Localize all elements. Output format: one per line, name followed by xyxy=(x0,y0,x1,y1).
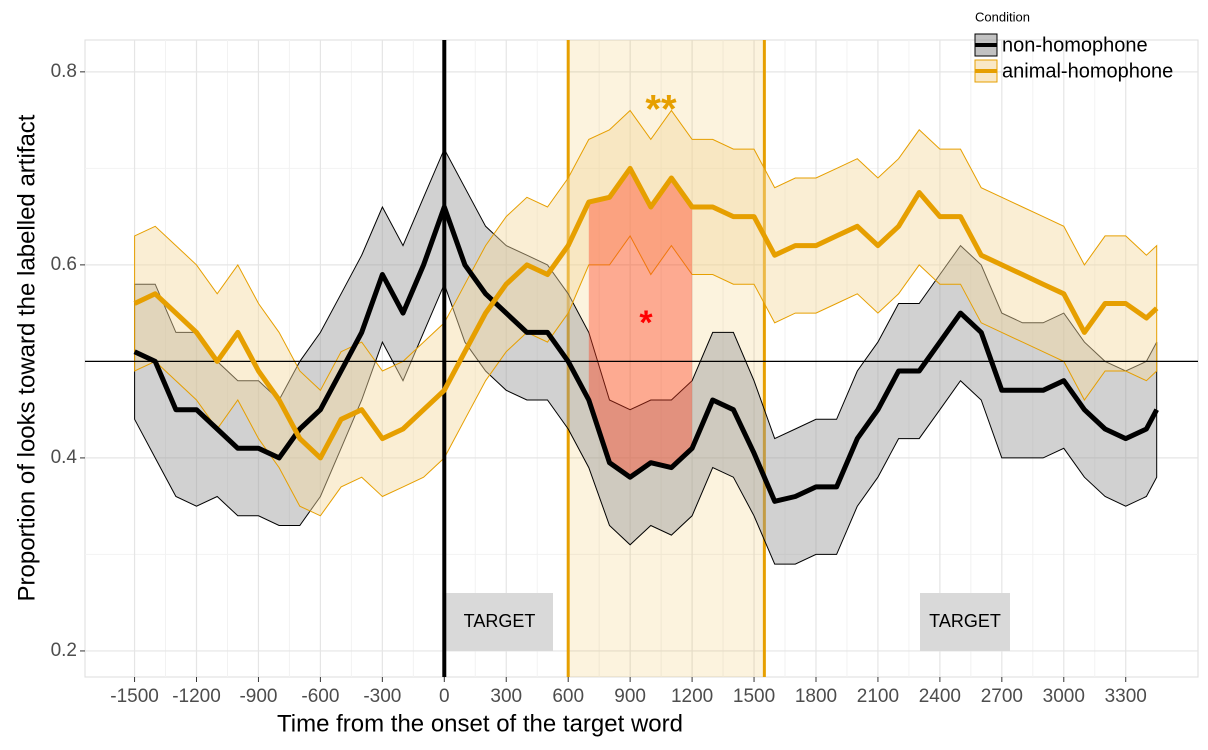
x-tick-label: -300 xyxy=(363,686,401,707)
x-tick-label: 600 xyxy=(552,686,584,707)
x-tick-label: -1200 xyxy=(172,686,221,707)
x-tick-label: 2700 xyxy=(981,686,1023,707)
plot-panel xyxy=(84,39,1199,678)
highlight-region xyxy=(588,168,693,478)
annotation: TARGET xyxy=(929,611,1001,631)
x-tick-label: 2400 xyxy=(919,686,961,707)
x-tick-label: 900 xyxy=(614,686,646,707)
x-tick-label: 1800 xyxy=(795,686,837,707)
series-line xyxy=(133,165,1159,461)
x-tick-label: 1500 xyxy=(733,686,775,707)
target-box xyxy=(920,593,1010,651)
y-axis-label: Proportion of looks toward the labelled … xyxy=(13,114,40,601)
x-tick-label: 0 xyxy=(439,686,450,707)
annotation: * xyxy=(639,304,653,342)
annotation: TARGET xyxy=(464,611,536,631)
x-tick-label: -900 xyxy=(239,686,277,707)
y-tick-label: 0.8 xyxy=(51,61,77,82)
target-box xyxy=(446,593,553,651)
legend-title: Condition xyxy=(975,9,1030,24)
x-tick-label: 2100 xyxy=(857,686,899,707)
x-tick-label: 1200 xyxy=(671,686,713,707)
series-line xyxy=(133,204,1159,504)
confidence-band xyxy=(134,109,1158,517)
annotation: ** xyxy=(645,88,677,132)
x-tick-label: 3300 xyxy=(1105,686,1147,707)
x-tick-label: 300 xyxy=(490,686,522,707)
confidence-band xyxy=(134,147,1158,565)
x-tick-label: -600 xyxy=(301,686,339,707)
y-tick-label: 0.2 xyxy=(51,640,77,661)
y-tick-label: 0.6 xyxy=(51,254,77,275)
y-tick-label: 0.4 xyxy=(51,447,78,468)
x-tick-label: -1500 xyxy=(110,686,159,707)
x-tick-label: 3000 xyxy=(1043,686,1085,707)
legend-label: animal-homophone xyxy=(1002,60,1173,82)
shaded-window xyxy=(568,40,765,677)
x-axis-label: Time from the onset of the target word xyxy=(277,710,683,737)
legend-label: non-homophone xyxy=(1002,34,1148,56)
